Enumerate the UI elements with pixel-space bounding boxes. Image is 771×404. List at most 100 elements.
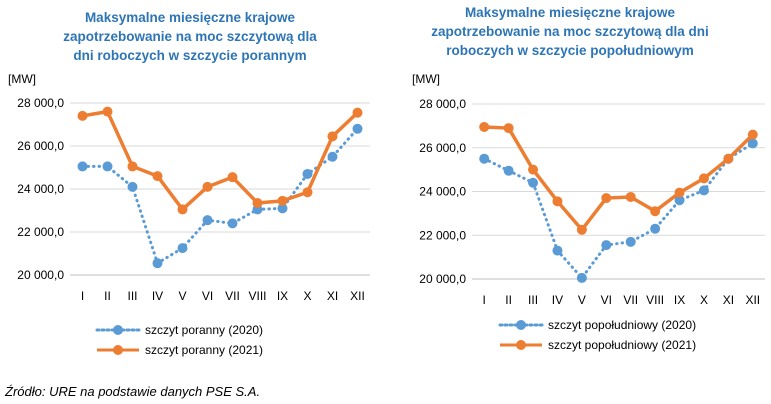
y-tick-label: 28 000,0	[17, 96, 64, 110]
y-tick-label: 20 000,0	[17, 268, 64, 282]
data-point	[650, 223, 661, 234]
x-tick-label: II	[505, 293, 512, 307]
y-tick-label: 28 000,0	[419, 97, 466, 111]
data-point	[152, 171, 163, 182]
data-point	[479, 153, 490, 164]
data-point	[302, 187, 313, 198]
legend-swatch-2020	[498, 320, 544, 330]
legend: szczyt popołudniowy (2020) szczyt popołu…	[498, 315, 696, 355]
data-point	[177, 243, 188, 254]
data-point	[77, 110, 88, 121]
data-point	[601, 240, 612, 251]
legend-label: szczyt popołudniowy (2020)	[548, 318, 697, 332]
x-tick-label: III	[127, 289, 137, 303]
series-line-1	[80, 109, 360, 212]
data-point	[552, 245, 563, 256]
legend-swatch-2020	[95, 325, 141, 335]
y-tick-label: 26 000,0	[17, 139, 64, 153]
data-point	[698, 173, 709, 184]
series-line-0	[482, 141, 755, 280]
data-point	[252, 197, 263, 208]
data-point	[576, 272, 587, 283]
chart-title-line: dni roboczych w szczycie porannym	[73, 48, 307, 63]
chart-panel-morning: Maksymalne miesięczne krajowe zapotrzebo…	[0, 0, 385, 370]
data-point	[127, 161, 138, 172]
data-point	[552, 196, 563, 207]
chart-title: Maksymalne miesięczne krajowe zapotrzebo…	[400, 3, 740, 60]
x-tick-label: VI	[601, 293, 612, 307]
legend-swatch-2021	[500, 340, 542, 350]
data-point	[202, 181, 213, 192]
legend-item: szczyt poranny (2020)	[95, 320, 263, 340]
line-chart: 20 000,0 22 000,0 24 000,0 26 000,0 28 000,0…	[419, 97, 765, 307]
y-axis-unit: [MW]	[8, 72, 36, 86]
chart-title-line: zapotrzebowanie na moc szczytową dla	[63, 29, 317, 44]
x-tick-label: IV	[152, 289, 163, 303]
legend-item: szczyt popołudniowy (2021)	[498, 335, 696, 355]
legend-swatch-2021	[97, 345, 139, 355]
y-axis-unit: [MW]	[412, 72, 440, 86]
x-tick-label: XII	[350, 289, 365, 303]
data-point	[177, 204, 188, 215]
legend-item: szczyt popołudniowy (2020)	[498, 315, 696, 335]
data-point	[302, 168, 313, 179]
data-point	[127, 181, 138, 192]
data-point	[747, 129, 758, 140]
x-tick-label: VI	[202, 289, 213, 303]
chart-title-line: Maksymalne miesięczne krajowe	[464, 5, 676, 20]
y-tick-label: 22 000,0	[419, 228, 466, 242]
x-tick-label: IV	[552, 293, 563, 307]
data-point	[625, 191, 636, 202]
data-point	[576, 224, 587, 235]
data-point	[327, 151, 338, 162]
data-point	[102, 106, 113, 117]
data-point	[327, 131, 338, 142]
x-tick-label: XII	[745, 293, 760, 307]
line-chart: 20 000,0 22 000,0 24 000,0 26 000,0 28 000,0…	[17, 96, 370, 303]
data-point	[227, 218, 238, 229]
data-point	[503, 123, 514, 134]
x-tick-label: V	[178, 289, 186, 303]
x-tick-label: VII	[623, 293, 638, 307]
y-tick-label: 20 000,0	[419, 272, 466, 286]
data-point	[650, 206, 661, 217]
data-point	[227, 172, 238, 183]
x-tick-label: III	[528, 293, 538, 307]
chart-panel-afternoon: Maksymalne miesięczne krajowe zapotrzebo…	[385, 0, 771, 370]
data-point	[674, 187, 685, 198]
x-tick-label: I	[81, 289, 84, 303]
data-point	[601, 193, 612, 204]
data-point	[152, 258, 163, 269]
data-point	[352, 123, 363, 134]
x-tick-label: I	[483, 293, 486, 307]
x-tick-label: X	[303, 289, 311, 303]
y-tick-label: 24 000,0	[419, 185, 466, 199]
data-point	[479, 121, 490, 132]
x-tick-label: IX	[674, 293, 685, 307]
data-point	[625, 236, 636, 247]
data-point	[698, 185, 709, 196]
data-point	[528, 177, 539, 188]
x-tick-label: IX	[277, 289, 288, 303]
x-tick-label: XI	[327, 289, 338, 303]
x-tick-label: VIII	[646, 293, 664, 307]
x-tick-label: XI	[723, 293, 734, 307]
x-tick-label: VII	[225, 289, 240, 303]
data-point	[77, 161, 88, 172]
source-note: Źródło: URE na podstawie danych PSE S.A.	[5, 384, 261, 399]
data-point	[352, 107, 363, 118]
data-point	[723, 153, 734, 164]
legend-label: szczyt popołudniowy (2021)	[548, 338, 697, 352]
y-tick-label: 22 000,0	[17, 225, 64, 239]
x-tick-label: V	[578, 293, 586, 307]
data-point	[747, 138, 758, 149]
data-point	[277, 195, 288, 206]
data-point	[528, 164, 539, 175]
data-point	[503, 165, 514, 176]
data-point	[674, 195, 685, 206]
series-line-0	[81, 127, 359, 265]
legend-label: szczyt poranny (2021)	[145, 343, 264, 357]
data-point	[277, 203, 288, 214]
chart-title-line: zapotrzebowanie na moc szczytową dla dni	[431, 24, 709, 39]
x-tick-label: II	[104, 289, 111, 303]
